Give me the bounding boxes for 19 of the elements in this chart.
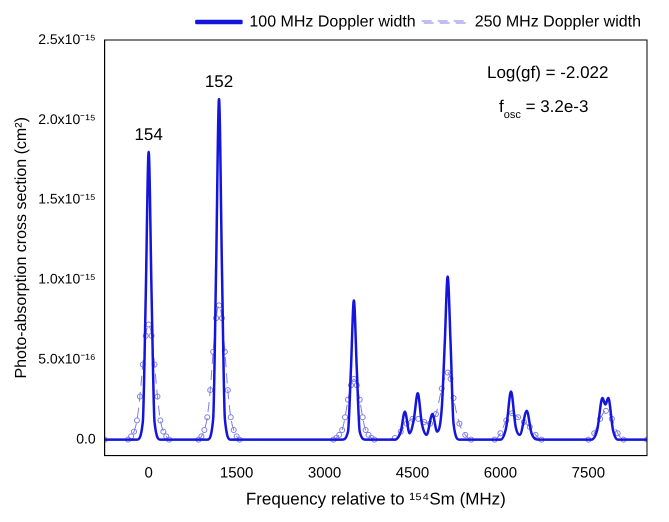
x-tick-label: 0 (144, 464, 153, 482)
x-tick-label: 3000 (308, 464, 342, 482)
y-tick-label: 0.0 (76, 430, 96, 446)
x-tick-label: 7500 (572, 464, 606, 482)
x-tick-label: 1500 (220, 464, 254, 482)
y-tick-label: 2.5x10⁻¹⁵ (38, 30, 96, 47)
legend-label: 250 MHz Doppler width (474, 13, 641, 30)
x-tick-label: 6000 (484, 464, 518, 482)
y-tick-label: 2.0x10⁻¹⁵ (38, 110, 96, 127)
annotation: 154 (134, 124, 163, 144)
x-tick-label: 4500 (396, 464, 430, 482)
y-tick-label: 5.0x10⁻¹⁶ (38, 350, 96, 367)
y-axis-title: Photo-absorption cross section (cm²) (13, 117, 30, 379)
annotation: Log(gf) = -2.022 (487, 63, 608, 82)
x-axis-title: Frequency relative to ¹⁵⁴Sm (MHz) (246, 489, 506, 508)
y-tick-label: 1.0x10⁻¹⁵ (38, 270, 96, 287)
y-tick-label: 1.5x10⁻¹⁵ (38, 190, 96, 207)
legend-label: 100 MHz Doppler width (249, 13, 416, 30)
annotation: 152 (204, 72, 234, 92)
